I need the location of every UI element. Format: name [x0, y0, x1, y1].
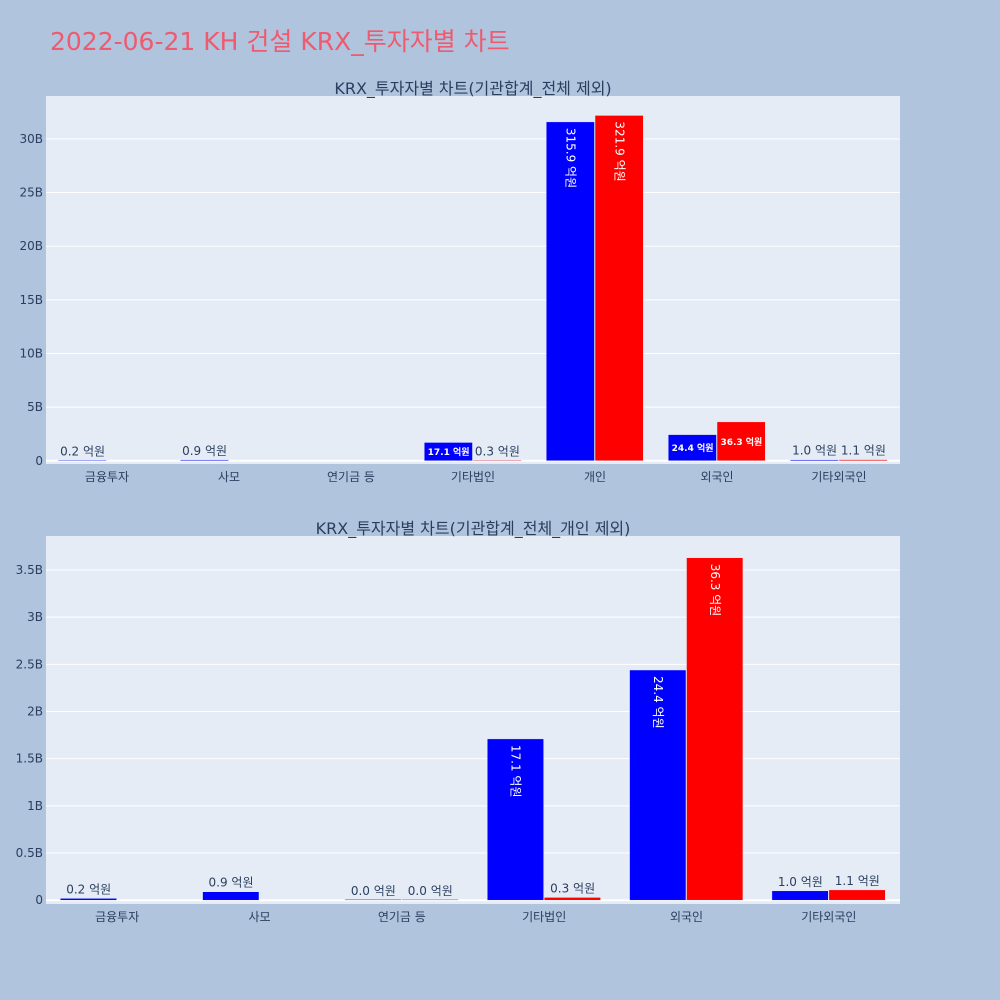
data-label: 0.0 억원	[408, 884, 453, 898]
bar	[59, 898, 117, 901]
bar	[789, 459, 839, 462]
data-label: 24.4 억원	[651, 676, 665, 729]
y-tick-label: 25B	[19, 186, 43, 200]
data-label: 17.1 억원	[509, 745, 523, 798]
data-label: 0.9 억원	[209, 876, 254, 890]
y-axis: 0 5B 10B 15B 20B 25B 30B	[19, 132, 43, 468]
data-label: 1.1 억원	[841, 444, 886, 458]
x-tick-label: 연기금 등	[327, 470, 375, 484]
x-axis: 금융투자 사모 연기금 등 기타법인 개인 외국인 기타외국인	[85, 470, 867, 484]
plot-background	[46, 536, 900, 904]
bars	[59, 557, 886, 901]
page-title: 2022-06-21 KH 건설 KRX_투자자별 차트	[50, 27, 510, 56]
x-tick-label: 기타법인	[522, 910, 566, 924]
data-label: 315.9 억원	[564, 128, 578, 188]
x-tick-label: 외국인	[700, 470, 733, 484]
data-label: 0.2 억원	[66, 882, 111, 896]
bar	[486, 738, 544, 901]
data-label: 36.3 억원	[708, 564, 722, 617]
bar	[667, 434, 717, 462]
y-tick-label: 3B	[27, 610, 43, 624]
y-tick-label: 0.5B	[16, 846, 43, 860]
x-tick-label: 기타외국인	[801, 910, 856, 924]
x-tick-label: 사모	[248, 910, 270, 924]
data-label: 0.0 억원	[351, 884, 396, 898]
y-tick-label: 10B	[19, 346, 43, 360]
y-tick-label: 5B	[27, 400, 43, 414]
bar	[472, 459, 522, 462]
chart-title: KRX_투자자별 차트(기관합계_전체 제외)	[334, 79, 611, 99]
y-tick-label: 15B	[19, 293, 43, 307]
bar	[202, 891, 260, 901]
gridlines	[46, 569, 900, 902]
y-tick-label: 2B	[27, 705, 43, 719]
data-labels: 0.2 억원 0.9 억원 0.0 억원 17.1 억원 24.4 억원 1.0 억원 0.…	[66, 564, 880, 899]
x-tick-label: 개인	[584, 470, 606, 484]
data-label: 0.3 억원	[550, 881, 595, 895]
x-tick-label: 외국인	[670, 910, 703, 924]
x-tick-label: 금융투자	[95, 910, 139, 924]
y-axis: 0 0.5B 1B 1.5B 2B 2.5B 3B 3.5B	[16, 563, 43, 907]
chart-title: KRX_투자자별 차트(기관합계_전체_개인 제외)	[316, 519, 631, 539]
x-tick-label: 연기금 등	[378, 910, 426, 924]
bar	[828, 889, 886, 901]
data-label: 0.9 억원	[182, 444, 227, 458]
y-tick-label: 3.5B	[16, 563, 43, 577]
bar	[594, 115, 644, 462]
bar	[716, 421, 766, 462]
bars	[57, 115, 888, 462]
data-label: 36.3 억원	[720, 436, 762, 448]
bar	[771, 890, 829, 901]
bar	[629, 669, 687, 901]
y-tick-label: 1.5B	[16, 752, 43, 766]
y-tick-label: 2.5B	[16, 657, 43, 671]
bar	[344, 899, 402, 901]
x-axis: 금융투자 사모 연기금 등 기타법인 외국인 기타외국인	[95, 910, 856, 924]
bar	[838, 459, 888, 462]
bar	[686, 557, 744, 901]
chart-top: KRX_투자자별 차트(기관합계_전체 제외) 0 5B 10B 15B 20B 25B 3…	[19, 79, 900, 484]
bar	[423, 442, 473, 462]
data-label: 24.4 억원	[672, 442, 714, 454]
bar	[179, 459, 229, 462]
data-label: 1.1 억원	[835, 874, 880, 888]
data-label: 0.3 억원	[475, 444, 520, 458]
data-label: 17.1 억원	[428, 446, 470, 458]
y-tick-label: 0	[35, 893, 43, 907]
y-tick-label: 1B	[27, 799, 43, 813]
data-label: 321.9 억원	[612, 121, 626, 181]
data-label: 0.2 억원	[60, 445, 105, 459]
data-label: 1.0 억원	[778, 875, 823, 889]
plot-background	[46, 96, 900, 464]
bar	[545, 121, 595, 462]
y-tick-label: 0	[35, 454, 43, 468]
bar	[401, 899, 459, 901]
x-tick-label: 사모	[218, 470, 240, 484]
x-tick-label: 기타외국인	[811, 470, 866, 484]
data-label: 1.0 억원	[792, 444, 837, 458]
bar	[543, 897, 601, 901]
x-tick-label: 금융투자	[85, 470, 129, 484]
x-tick-label: 기타법인	[451, 470, 495, 484]
bar	[57, 459, 107, 462]
data-labels: 0.2 억원 0.9 억원 17.1 억원 315.9 억원 24.4 억원 1.0 억원…	[60, 121, 886, 458]
y-tick-label: 30B	[19, 132, 43, 146]
y-tick-label: 20B	[19, 239, 43, 253]
